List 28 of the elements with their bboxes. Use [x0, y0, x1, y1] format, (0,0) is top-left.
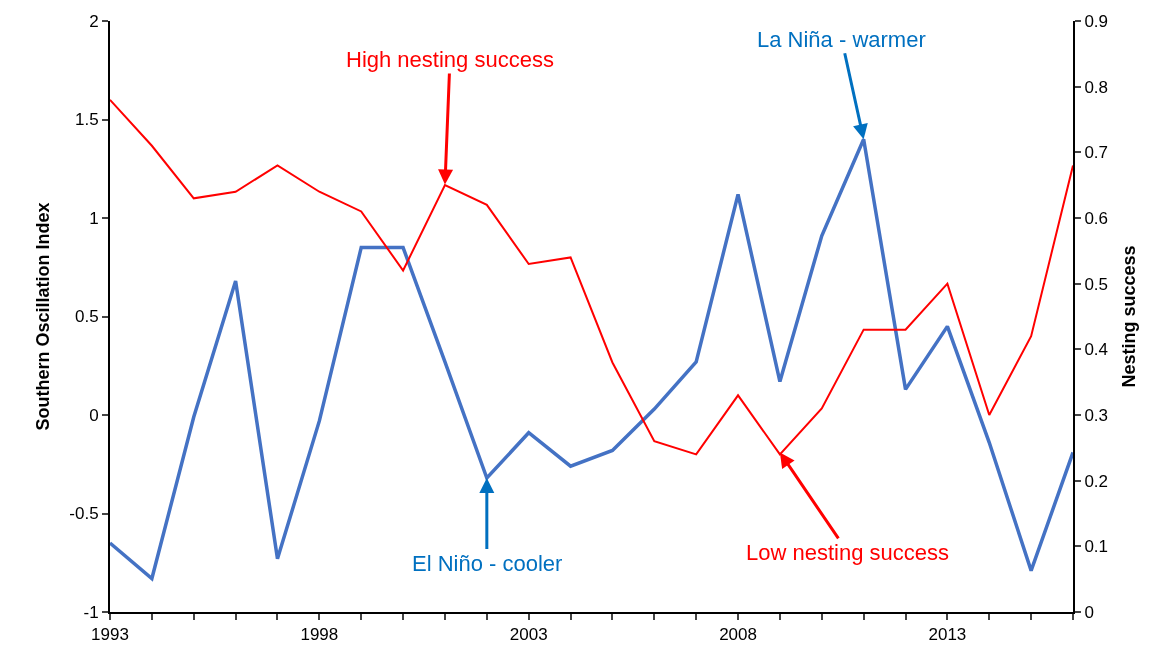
y-tick-label: -1 [83, 602, 99, 622]
annotation: Low nesting success [746, 540, 949, 565]
x-tick-label: 1998 [300, 625, 339, 645]
x-tick-label: 2013 [928, 625, 967, 645]
y-axis-title: Southern Oscillation Index [33, 202, 53, 431]
y-tick-label: 1.5 [74, 110, 99, 130]
y-tick-label: 2 [89, 11, 99, 31]
y2-tick-label: 0.8 [1084, 77, 1109, 97]
y-tick-label: -0.5 [69, 504, 99, 524]
y2-tick-label: 0.4 [1084, 340, 1109, 360]
annotation: El Niño - cooler [412, 551, 563, 576]
x-tick-label: 2003 [509, 625, 548, 645]
annotation: La Niña - warmer [757, 27, 926, 52]
y-tick-label: 0 [89, 405, 99, 425]
y-tick-label: 1 [89, 208, 99, 228]
y2-tick-label: 0.1 [1084, 537, 1109, 557]
x-tick-label: 2008 [719, 625, 757, 645]
y2-tick-label: 0.2 [1084, 471, 1109, 491]
y2-tick-label: 0.5 [1084, 274, 1109, 294]
y-tick-label: 0.5 [74, 307, 99, 327]
annotation: High nesting success [346, 47, 554, 72]
y2-tick-label: 0.3 [1084, 405, 1109, 425]
x-tick-label: 1993 [91, 625, 129, 645]
y2-tick-label: 0.9 [1084, 11, 1109, 31]
y2-tick-label: 0 [1084, 602, 1094, 622]
y2-tick-label: 0.7 [1084, 143, 1109, 163]
y2-axis-title: Nesting success [1118, 245, 1139, 388]
y2-tick-label: 0.6 [1084, 208, 1109, 228]
